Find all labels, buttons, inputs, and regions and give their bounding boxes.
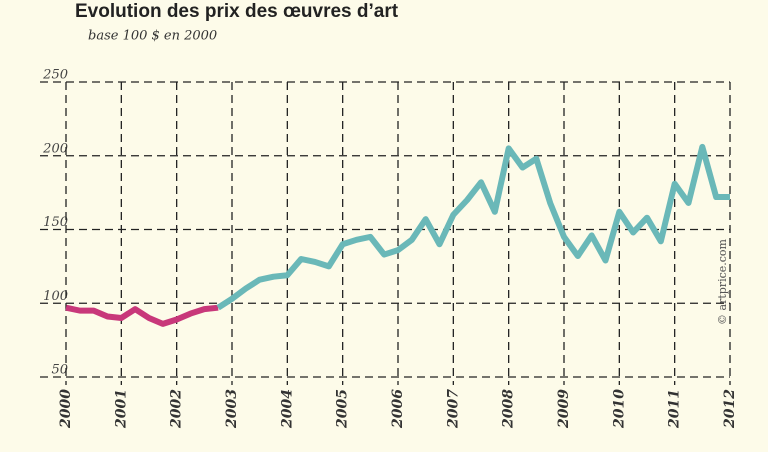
x-tick-label: 2002 [169,389,185,429]
y-tick-label: 250 [42,68,68,83]
y-tick-label: 50 [51,363,68,378]
x-tick-label: 2012 [722,389,738,429]
x-tick-label: 2004 [279,389,295,429]
y-tick-label: 100 [43,289,68,304]
x-tick-label: 2009 [556,389,572,429]
series-line [216,143,730,311]
x-tick-label: 2007 [445,389,461,429]
chart-subtitle: base 100 $ en 2000 [88,29,217,44]
x-tick-label: 2003 [224,389,240,429]
chart-title: Evolution des prix des œuvres d’art [75,1,399,22]
x-tick-label: 2010 [611,389,627,429]
x-tick-label: 2001 [113,389,129,429]
x-tick-label: 2005 [335,389,351,429]
x-tick-label: 2000 [58,389,74,429]
annotation: © artprice.com [716,238,729,325]
y-tick-label: 150 [43,215,68,230]
x-tick-label: 2008 [501,389,517,429]
series-line [65,304,219,327]
y-tick-label: 200 [42,141,68,156]
x-tick-label: 2011 [667,389,683,429]
x-tick-label: 2006 [390,389,406,429]
